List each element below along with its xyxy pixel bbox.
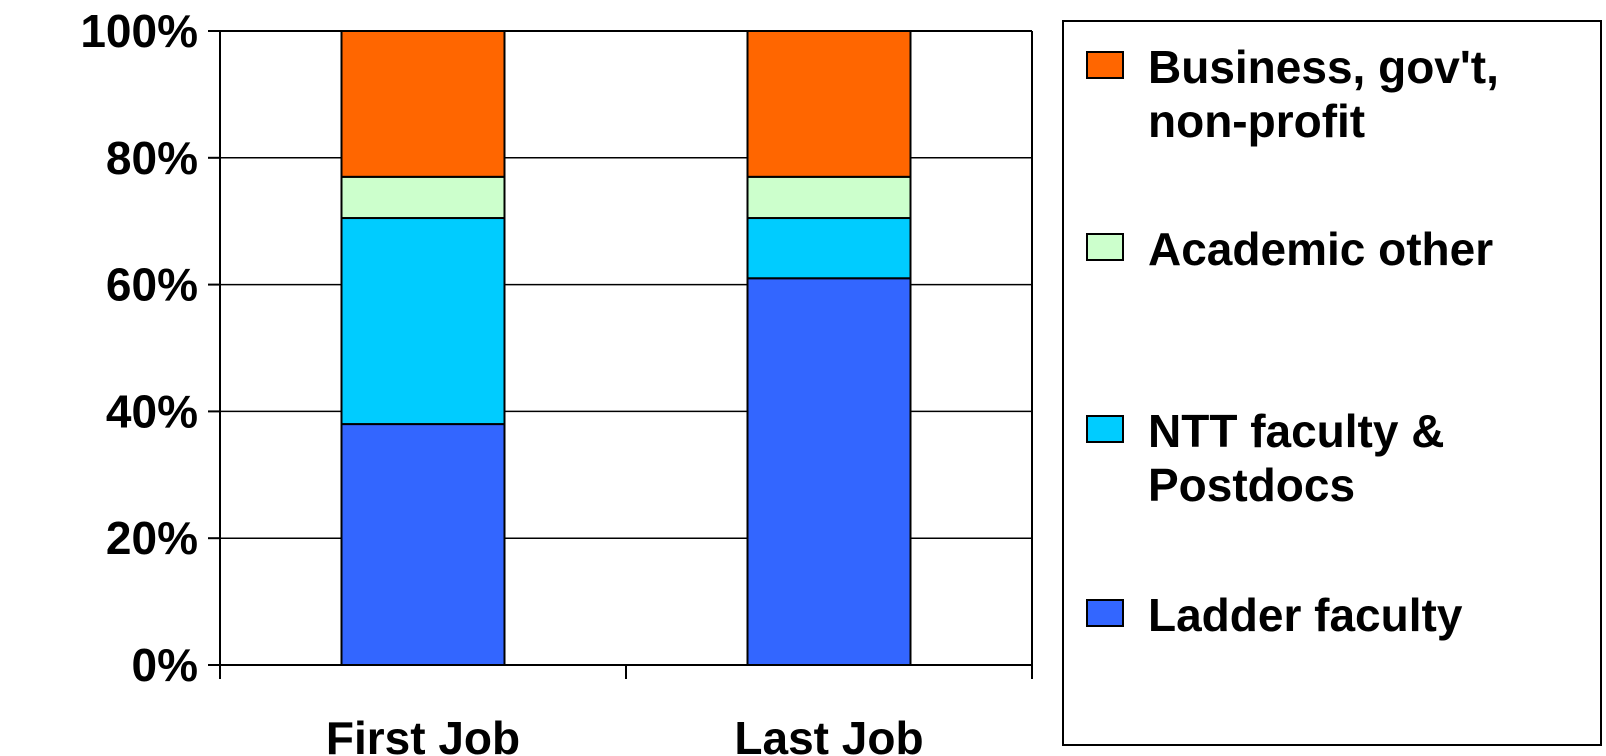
bar-segment xyxy=(340,423,506,666)
y-tick-label: 0% xyxy=(132,639,198,691)
bar-segment xyxy=(340,217,506,426)
bars xyxy=(340,30,912,666)
legend: Business, gov't, non-profit Academic othe… xyxy=(1062,20,1602,746)
x-category-label: Last Job xyxy=(734,712,923,756)
bar-segment xyxy=(340,30,506,178)
x-ticks: First Job Last Job xyxy=(219,665,1033,756)
bar-segment xyxy=(340,175,506,220)
bar-segment xyxy=(746,30,912,178)
legend-label: NTT faculty & Postdocs xyxy=(1148,405,1445,511)
legend-label: Academic other xyxy=(1148,223,1494,275)
legend-swatch xyxy=(1086,599,1124,627)
y-tick-label: 60% xyxy=(106,259,198,311)
legend-label: Ladder faculty xyxy=(1148,589,1463,641)
stacked-bar-chart: 0% 20% 40% 60% 80% 100% First Job Last Job xyxy=(80,5,1033,756)
legend-swatch xyxy=(1086,415,1124,443)
bar-segment xyxy=(746,217,912,280)
bar-segment xyxy=(746,175,912,220)
y-tick-label: 40% xyxy=(106,385,198,437)
bar-segment xyxy=(746,277,912,666)
y-tick-label: 20% xyxy=(106,512,198,564)
legend-swatch xyxy=(1086,51,1124,79)
y-tick-label: 100% xyxy=(80,5,198,57)
legend-swatch xyxy=(1086,233,1124,261)
legend-label: Business, gov't, non-profit xyxy=(1148,41,1499,147)
x-category-label: First Job xyxy=(326,712,520,756)
y-tick-label: 80% xyxy=(106,132,198,184)
y-ticks: 0% 20% 40% 60% 80% 100% xyxy=(80,5,220,691)
